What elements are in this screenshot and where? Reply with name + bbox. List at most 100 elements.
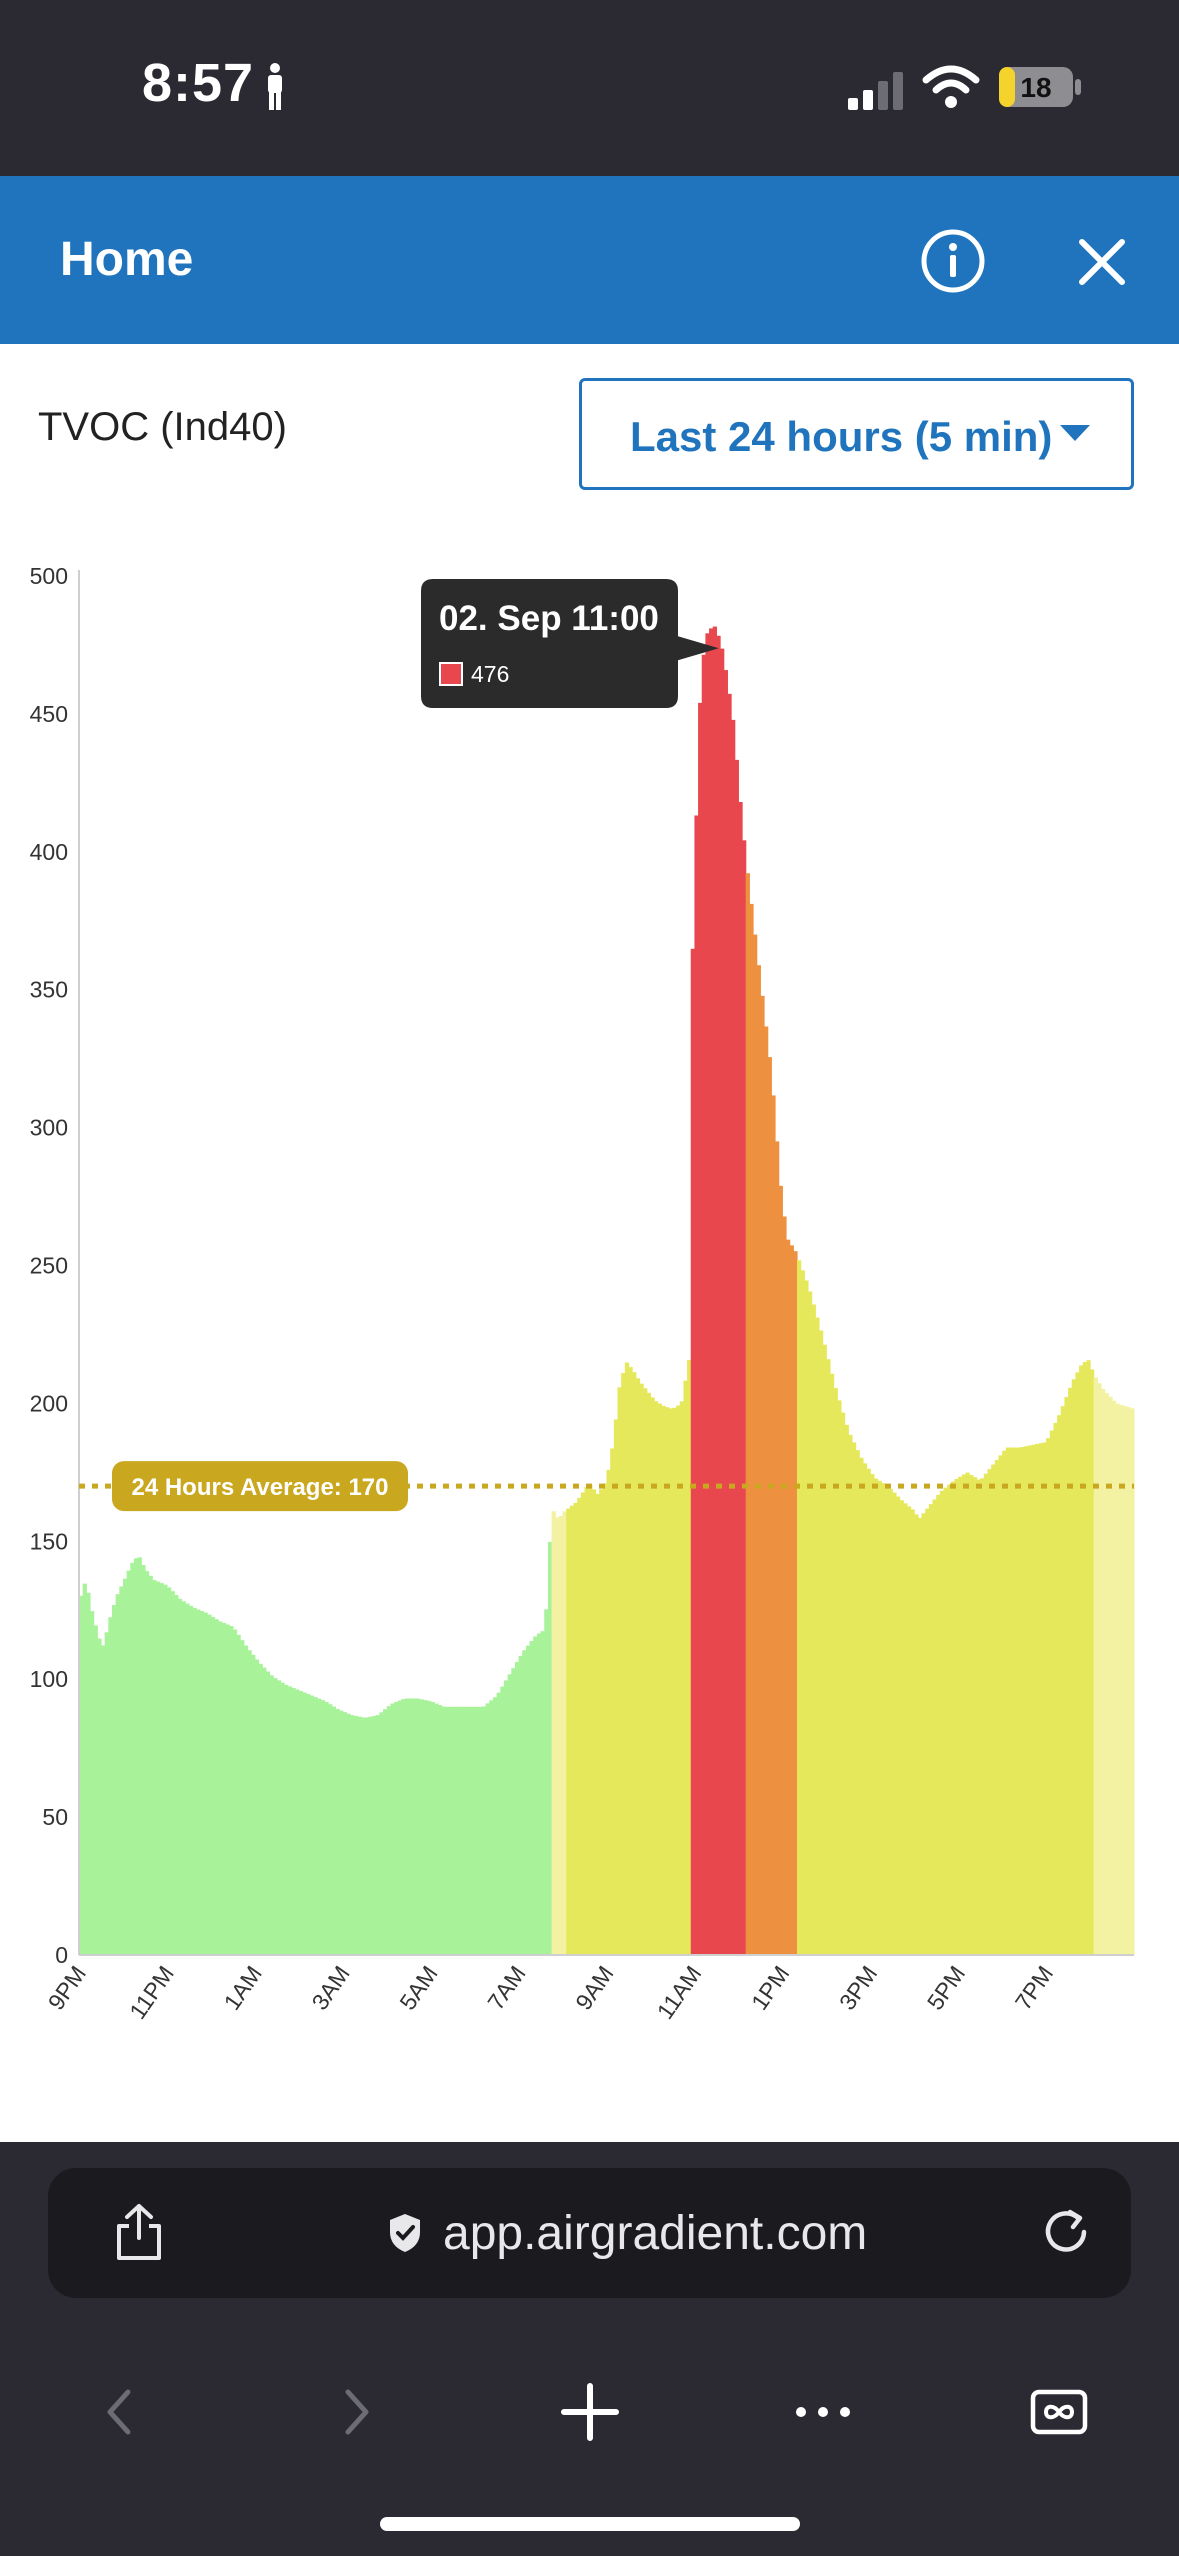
- chart-bar: [529, 1641, 534, 1955]
- close-icon[interactable]: [1076, 236, 1128, 288]
- chart-bar: [119, 1586, 124, 1955]
- tooltip-background: [421, 579, 719, 708]
- chart-bar: [500, 1686, 505, 1955]
- chart-bar: [89, 1611, 95, 1955]
- chart-bar: [324, 1701, 329, 1955]
- chart-bar: [236, 1634, 241, 1955]
- chart-bar: [441, 1706, 446, 1955]
- chart-bar: [503, 1680, 509, 1955]
- chart-bar: [723, 670, 728, 1955]
- chart-bar: [734, 759, 739, 1955]
- wifi-icon: [922, 65, 980, 108]
- chart-bar: [793, 1251, 798, 1955]
- chart-bar: [661, 1405, 666, 1955]
- chart-bar: [159, 1583, 164, 1955]
- y-tick-label: 450: [30, 701, 68, 727]
- chart-bar: [551, 1511, 556, 1955]
- tooltip-swatch: [439, 662, 463, 686]
- chart-bar: [767, 1057, 772, 1955]
- chart-bar: [786, 1239, 791, 1955]
- tooltip-title: 02. Sep 11:00: [439, 599, 659, 638]
- reload-icon[interactable]: [1040, 2206, 1092, 2258]
- chart-bar: [632, 1372, 637, 1955]
- chart-bar: [720, 648, 725, 1955]
- chart-bar: [287, 1686, 293, 1955]
- x-tick-label: 11PM: [124, 1961, 179, 2024]
- address-bar[interactable]: app.airgradient.com: [48, 2168, 1131, 2298]
- chart-bar: [778, 1185, 783, 1955]
- chart-bar: [100, 1645, 106, 1955]
- chart-bar: [558, 1516, 564, 1955]
- chevron-right-icon[interactable]: [306, 2362, 406, 2462]
- chart-bar: [712, 626, 717, 1955]
- chart-bar: [302, 1692, 307, 1955]
- chart-bar: [884, 1485, 890, 1955]
- chart-bar: [1086, 1360, 1091, 1955]
- chart-bar: [210, 1616, 216, 1955]
- chart-bar: [775, 1141, 780, 1955]
- time-range-dropdown[interactable]: Last 24 hours (5 min): [579, 378, 1134, 490]
- status-bar: 8:57 18: [0, 0, 1179, 176]
- app-header: Home: [0, 176, 1179, 344]
- chart-bar: [687, 1359, 692, 1955]
- chart-bar: [196, 1609, 201, 1955]
- chart-bar: [566, 1508, 571, 1955]
- share-icon[interactable]: [112, 2202, 166, 2262]
- chart-bar: [950, 1481, 956, 1955]
- chart-bar: [163, 1584, 168, 1955]
- home-indicator: [380, 2517, 800, 2531]
- chart-bar: [251, 1654, 256, 1955]
- battery-level: 18: [1020, 72, 1051, 103]
- chart-bar: [591, 1489, 597, 1955]
- chart-bar: [280, 1682, 285, 1955]
- chart-bar: [628, 1367, 633, 1955]
- chart-bar: [320, 1700, 326, 1955]
- chart-bar: [295, 1689, 300, 1955]
- chart-bar: [133, 1558, 139, 1955]
- x-tick-label: 1PM: [746, 1961, 794, 2015]
- chart-bar: [892, 1492, 897, 1955]
- x-tick-label: 5AM: [394, 1961, 442, 2015]
- y-tick-label: 150: [30, 1528, 68, 1554]
- chart-bar: [265, 1671, 271, 1955]
- chart-bar: [346, 1713, 351, 1955]
- info-icon[interactable]: [920, 228, 986, 294]
- chart-bar: [694, 815, 699, 1955]
- more-icon[interactable]: [773, 2362, 873, 2462]
- chart-bar: [144, 1571, 150, 1955]
- chart-bar: [533, 1636, 538, 1955]
- chart-bar: [207, 1614, 212, 1955]
- tooltip-value: 476: [471, 661, 509, 687]
- chart-bar: [815, 1317, 820, 1955]
- chart-bar: [646, 1392, 652, 1955]
- chart-bar: [851, 1442, 857, 1955]
- chart-bar: [1112, 1400, 1117, 1955]
- chart-bar: [518, 1655, 523, 1955]
- chart-bar: [877, 1480, 882, 1955]
- chart-bar: [412, 1698, 417, 1955]
- chart-bar: [1013, 1447, 1018, 1955]
- chart-bar: [599, 1489, 604, 1955]
- chart-bar: [610, 1448, 615, 1955]
- tabs-icon[interactable]: [1009, 2362, 1109, 2462]
- chart-bar: [350, 1715, 355, 1955]
- x-tick-label: 3PM: [834, 1961, 882, 2015]
- average-badge: [112, 1461, 408, 1512]
- chart-bar: [782, 1216, 787, 1955]
- chart-bar: [375, 1715, 380, 1955]
- person-icon: [268, 63, 282, 110]
- chart-bar: [789, 1245, 794, 1955]
- chart-bar: [203, 1612, 208, 1955]
- chart-bar: [1075, 1372, 1080, 1955]
- chart-bar: [818, 1330, 824, 1955]
- chart-bar: [284, 1684, 289, 1955]
- chart-bar: [657, 1403, 663, 1955]
- chevron-left-icon[interactable]: [70, 2362, 170, 2462]
- cellular-signal-icon: [848, 72, 903, 110]
- chart-bar: [705, 633, 710, 1955]
- chart-bar: [690, 948, 696, 1955]
- chart-bar: [155, 1581, 161, 1955]
- chart-bar: [291, 1687, 296, 1955]
- plus-icon[interactable]: [540, 2362, 640, 2462]
- chart-bar: [258, 1663, 263, 1955]
